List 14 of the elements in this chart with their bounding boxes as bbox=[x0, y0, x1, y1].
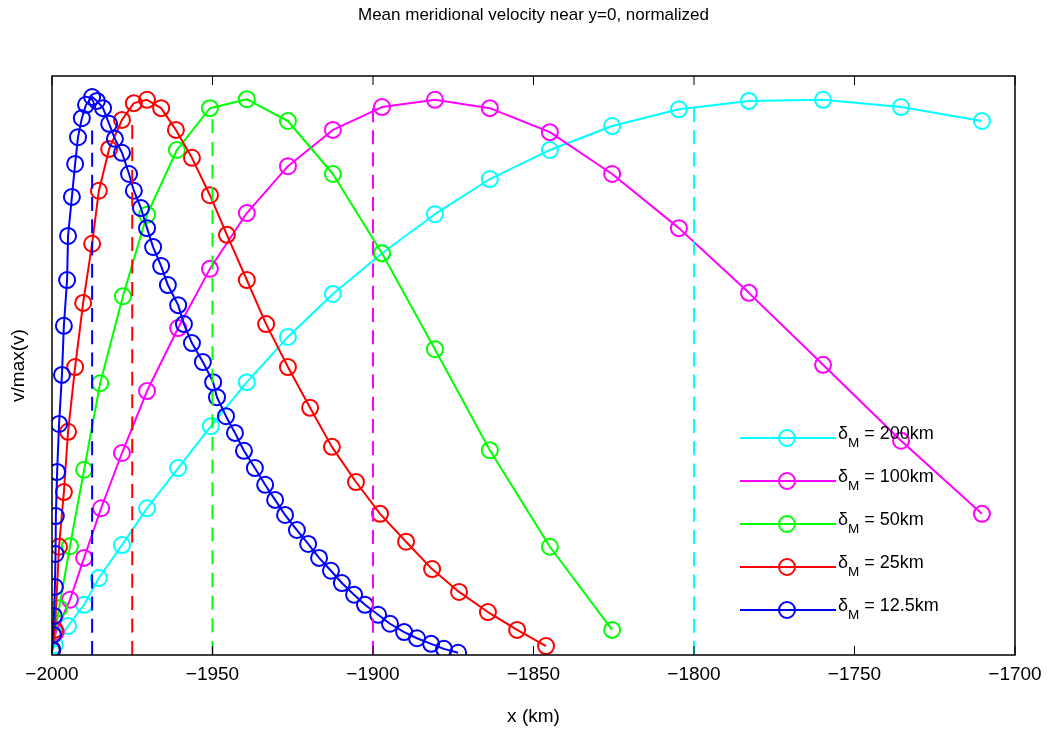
x-tick-label: −1800 bbox=[667, 663, 721, 684]
legend-label: δ$_{M}$ = 12.5km bbox=[838, 595, 939, 622]
x-tick-label: −1950 bbox=[185, 663, 240, 684]
x-tick-label: −1900 bbox=[346, 663, 400, 684]
legend-label: δ$_{M}$ = 25km bbox=[838, 552, 924, 579]
x-tick-label: −2000 bbox=[25, 663, 79, 684]
x-axis-title: x (km) bbox=[507, 705, 560, 726]
x-tick-label: −1750 bbox=[827, 663, 882, 684]
y-axis-title: v/max(v) bbox=[7, 329, 28, 402]
chart-title: Mean meridional velocity near y=0, normalized bbox=[357, 5, 710, 24]
legend-label: δ$_{M}$ = 50km bbox=[838, 509, 924, 536]
x-tick-label: −1850 bbox=[506, 663, 561, 684]
x-tick-label: −1700 bbox=[988, 663, 1042, 684]
legend-label: δ$_{M}$ = 100km bbox=[838, 466, 934, 493]
